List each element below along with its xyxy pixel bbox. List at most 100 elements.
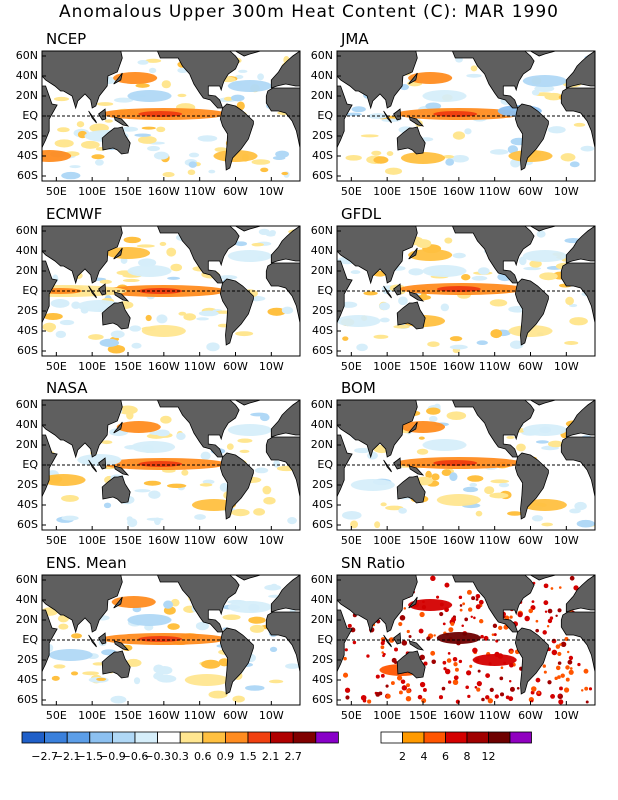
anomaly-patch xyxy=(510,158,521,168)
lat-tick-label: 20S xyxy=(17,478,38,491)
sn-ratio-point xyxy=(461,624,464,628)
land-mass xyxy=(234,575,261,581)
sn-ratio-point xyxy=(390,681,395,685)
anomaly-patch xyxy=(464,128,472,135)
sn-ratio-point xyxy=(555,665,561,671)
anomaly-legend-label: −2.1 xyxy=(54,750,81,763)
lon-tick-label: 160W xyxy=(147,534,180,547)
sn-ratio-point xyxy=(451,616,457,622)
anomaly-patch xyxy=(354,447,371,454)
land-mass xyxy=(337,575,418,634)
sn-ratio-point xyxy=(419,611,425,618)
anomaly-patch xyxy=(536,230,546,238)
lon-tick-label: 10W xyxy=(258,534,284,547)
lon-tick-label: 150E xyxy=(409,360,437,373)
ratio-legend-label: 4 xyxy=(421,750,428,763)
lat-tick-label: 40S xyxy=(17,673,38,686)
sn-ratio-point xyxy=(557,651,562,656)
sn-ratio-point xyxy=(478,599,484,605)
anomaly-patch xyxy=(269,679,284,684)
sn-ratio-point xyxy=(442,622,446,626)
anomaly-patch xyxy=(374,521,381,529)
anomaly-patch xyxy=(200,451,211,460)
land-mass xyxy=(219,278,254,346)
sn-ratio-point xyxy=(403,607,407,610)
lon-tick-label: 100E xyxy=(78,709,107,722)
anomaly-patch xyxy=(519,256,527,266)
sn-ratio-point xyxy=(444,582,450,588)
land-mass xyxy=(88,285,97,299)
anomaly-feature xyxy=(227,601,272,613)
lon-tick-label: 50E xyxy=(340,360,362,373)
anomaly-patch xyxy=(490,329,503,339)
sn-ratio-point xyxy=(347,623,352,628)
land-mass xyxy=(514,278,549,346)
anomaly-patch xyxy=(393,324,410,329)
land-mass xyxy=(529,400,556,406)
land-mass xyxy=(383,110,392,124)
map-panel-ensemble-mean: ENS. Mean 60N 40N 20N EQ 20S 40S 60S 50E 100E 150E… xyxy=(16,554,302,722)
anomaly-feature xyxy=(113,72,158,84)
land-mass xyxy=(337,400,418,459)
sn-ratio-point xyxy=(442,660,447,665)
sn-ratio-point xyxy=(557,608,562,613)
anomaly-patch xyxy=(569,161,580,168)
panel-title: JMA xyxy=(341,30,369,48)
anomaly-patch xyxy=(539,272,558,281)
anomaly-patch xyxy=(285,663,300,669)
land-mass xyxy=(560,436,595,498)
anomaly-patch xyxy=(96,102,114,106)
sn-ratio-point xyxy=(382,652,386,656)
lat-tick-label: 40N xyxy=(310,69,333,82)
lat-tick-label: 40S xyxy=(17,149,38,162)
anomaly-patch xyxy=(580,145,595,152)
lat-tick-label: 20S xyxy=(17,653,38,666)
map-panel-bom: BOM 60N 40N 20N EQ 20S 40S 60S 50E 100E 150E 160W 11… xyxy=(311,379,597,547)
land-mass xyxy=(101,126,131,155)
sn-ratio-point xyxy=(588,687,593,691)
lon-tick-label: 50E xyxy=(45,185,67,198)
sn-ratio-point xyxy=(551,649,558,656)
lon-tick-label: 100E xyxy=(78,360,107,373)
ratio-legend-swatch xyxy=(423,731,446,744)
lat-tick-label: 60S xyxy=(312,518,333,531)
anomaly-patch xyxy=(449,472,458,482)
anomaly-patch xyxy=(446,411,467,421)
lon-tick-label: 160W xyxy=(147,185,180,198)
anomaly-patch xyxy=(281,171,289,176)
anomaly-legend-label: 2.7 xyxy=(284,750,302,763)
sn-ratio-point xyxy=(508,679,512,683)
land-mass xyxy=(408,421,418,434)
lon-tick-label: 160W xyxy=(442,185,475,198)
anomaly-feature xyxy=(42,474,86,486)
lat-tick-label: 60N xyxy=(15,573,38,586)
anomaly-patch xyxy=(426,407,441,415)
anomaly-feature xyxy=(42,150,72,162)
anomaly-patch xyxy=(418,436,425,440)
sn-ratio-point xyxy=(447,680,452,684)
land-mass xyxy=(408,72,418,85)
land-mass xyxy=(451,400,535,458)
anomaly-patch xyxy=(560,153,576,162)
land-mass xyxy=(234,400,261,406)
land-mass xyxy=(383,459,392,473)
sn-ratio-point xyxy=(405,696,412,702)
anomaly-patch xyxy=(238,69,248,73)
anomaly-feature xyxy=(77,454,122,466)
lon-tick-label: 100E xyxy=(373,185,402,198)
sn-ratio-point xyxy=(421,698,427,704)
lat-tick-label: 60N xyxy=(310,398,333,411)
sn-ratio-point xyxy=(549,616,554,620)
sn-ratio-point xyxy=(555,644,561,649)
anomaly-patch xyxy=(250,412,268,417)
sn-ratio-point xyxy=(472,647,478,654)
map-svg xyxy=(41,399,301,531)
sn-ratio-point xyxy=(475,604,481,610)
anomaly-feature xyxy=(191,499,237,511)
lon-tick-label: 110W xyxy=(183,709,216,722)
anomaly-patch xyxy=(477,267,490,275)
anomaly-patch xyxy=(386,151,394,156)
land-mass xyxy=(270,575,300,613)
map-panel-sn-ratio: SN Ratio 60N 40N 20N EQ 20S 40S 60S 50E 100E 150E 1… xyxy=(311,554,597,722)
ratio-legend-label: 12 xyxy=(482,750,496,763)
